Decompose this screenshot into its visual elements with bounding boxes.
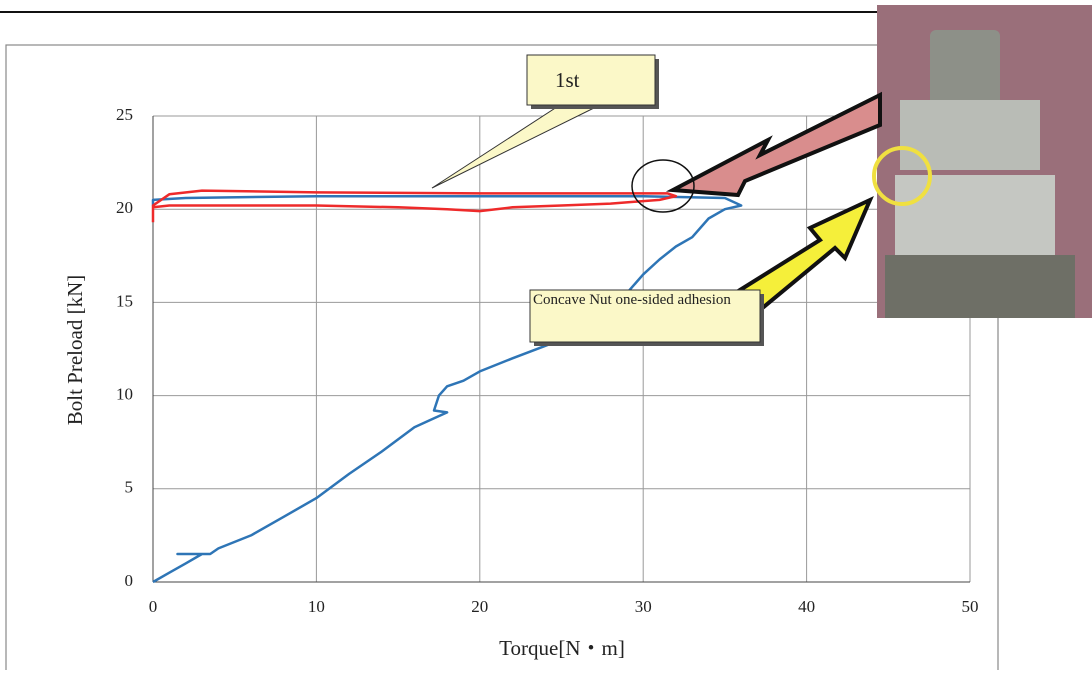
x-tick-label: 20 (471, 597, 488, 616)
bolt-photo (872, 5, 1092, 318)
x-axis-label: Torque[N・m] (499, 636, 625, 660)
y-tick-label: 15 (116, 291, 133, 310)
data-line (151, 189, 678, 223)
pointer-arrow (665, 91, 882, 198)
y-tick-label: 5 (125, 478, 134, 497)
x-tick-label: 10 (308, 597, 325, 616)
y-tick-label: 10 (116, 385, 133, 404)
x-tick-label: 0 (149, 597, 158, 616)
callout (526, 54, 656, 106)
x-tick-label: 50 (962, 597, 979, 616)
y-axis-label: Bolt Preload [kN] (63, 275, 87, 425)
callout (529, 289, 761, 343)
y-tick-label: 20 (116, 198, 133, 217)
y-tick-label: 25 (116, 105, 133, 124)
annotation-box: Concave Nut one-sided adhesion (533, 292, 731, 308)
x-tick-label: 30 (635, 597, 652, 616)
x-tick-label: 40 (798, 597, 815, 616)
y-tick-label: 0 (125, 571, 134, 590)
data-line (151, 194, 743, 584)
pointer-arrow (736, 195, 874, 313)
annotation: Concave Nut one-sided adhesion (533, 292, 731, 308)
annotation: 1st (555, 68, 580, 92)
highlight-circle (631, 159, 695, 213)
plot (151, 189, 743, 584)
